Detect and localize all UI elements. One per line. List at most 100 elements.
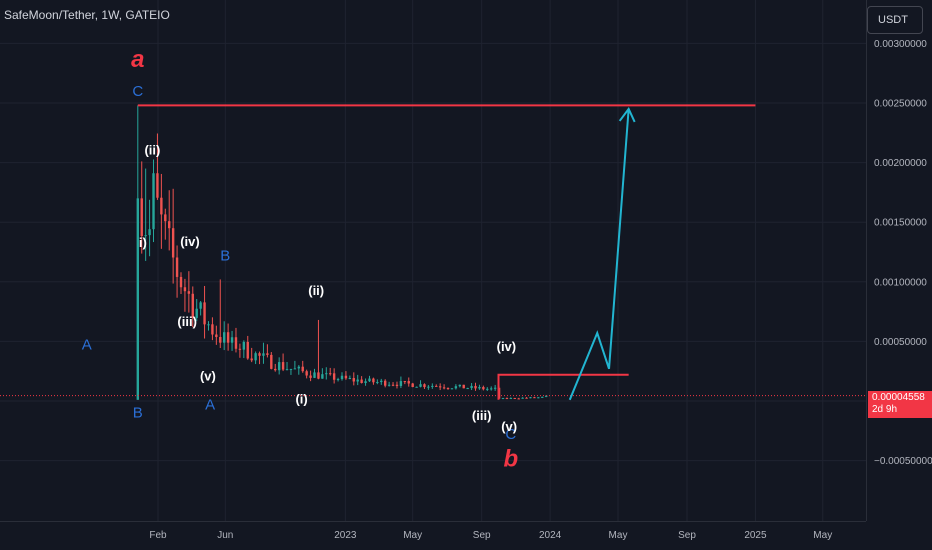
candle-body	[529, 397, 532, 399]
candle-body	[207, 324, 210, 326]
candle-body	[183, 287, 187, 292]
candle-body	[152, 173, 155, 230]
wave-label: b	[504, 446, 519, 473]
candle-body	[360, 379, 363, 384]
candle-body	[431, 385, 434, 387]
candle-body	[458, 384, 462, 387]
candle-body	[301, 366, 304, 372]
candle-body	[423, 384, 426, 388]
candle-body	[376, 382, 379, 384]
wave-label: (ii)	[308, 283, 324, 298]
candle-body	[160, 197, 163, 215]
candle-body	[274, 368, 277, 371]
candle-body	[156, 173, 159, 198]
candle-body	[387, 384, 391, 386]
candle-body	[399, 381, 403, 386]
candle-body	[486, 388, 489, 390]
candle-body	[407, 381, 410, 384]
candle-body	[258, 353, 261, 356]
candles	[136, 105, 548, 400]
candle-body	[442, 387, 446, 389]
candle-body	[513, 398, 516, 400]
candle-body	[313, 372, 316, 378]
candle-body	[317, 372, 320, 379]
wave-label: (iv)	[497, 339, 517, 354]
candle-body	[164, 214, 167, 222]
y-tick-label: 0.00150000	[874, 218, 927, 229]
candle-body	[372, 378, 375, 383]
y-tick-label: 0.00100000	[874, 277, 927, 288]
candle-body	[262, 353, 265, 356]
wave-label: B	[133, 405, 143, 422]
candle-body	[171, 228, 175, 258]
wave-label: C	[505, 426, 516, 443]
candle-body	[517, 398, 520, 400]
candle-body	[446, 388, 450, 390]
candle-body	[466, 388, 469, 390]
candle-body	[168, 221, 171, 229]
candle-body	[482, 387, 485, 390]
candle-body	[395, 384, 399, 386]
candle-body	[293, 368, 297, 370]
candle-body	[329, 373, 332, 375]
candle-body	[148, 229, 151, 236]
candle-body	[352, 378, 355, 382]
x-tick-label: May	[403, 530, 422, 541]
candle-body	[411, 383, 414, 388]
candle-body	[144, 235, 147, 237]
candle-body	[537, 397, 540, 399]
candle-body	[380, 380, 383, 383]
symbol-title[interactable]: SafeMoon/Tether, 1W, GATEIO	[4, 8, 170, 22]
candle-body	[521, 397, 524, 399]
candle-body	[348, 378, 352, 380]
candle-body	[435, 385, 438, 387]
wave-label: (iv)	[180, 234, 200, 249]
x-tick-label: Jun	[217, 530, 233, 541]
candle-body	[305, 371, 308, 376]
wave-label: a	[131, 46, 144, 73]
wave-label: B	[220, 247, 230, 264]
last-price-tag: 0.00004558 2d 9h	[868, 391, 932, 418]
candle-body	[195, 308, 198, 318]
candle-body	[509, 398, 513, 400]
candle-body	[250, 358, 253, 361]
candle-body	[470, 385, 473, 389]
candle-body	[211, 324, 214, 335]
candle-body	[419, 384, 422, 387]
candle-body	[415, 386, 418, 388]
candle-body	[493, 387, 497, 389]
candle-body	[203, 302, 206, 325]
candle-body	[179, 276, 183, 288]
x-tick-label: Sep	[473, 530, 491, 541]
projection-arrowhead	[618, 107, 636, 123]
candle-body	[191, 293, 194, 318]
y-tick-label: 0.00200000	[874, 158, 927, 169]
candle-body	[270, 354, 273, 369]
candle-body	[187, 291, 191, 294]
wave-label: (v)	[501, 419, 517, 434]
candle-body	[403, 381, 407, 383]
drawings	[0, 104, 866, 401]
candle-body	[234, 337, 238, 349]
candle-body	[222, 332, 226, 343]
candle-body	[450, 388, 454, 390]
candle-body	[242, 341, 246, 350]
candle-body	[175, 257, 179, 277]
x-tick-label: Sep	[678, 530, 696, 541]
candle-body	[505, 398, 509, 400]
candle-body	[266, 353, 269, 355]
wave-label: A	[205, 396, 215, 413]
candle-body	[368, 378, 371, 382]
x-tick-label: 2023	[334, 530, 357, 541]
y-tick-label: −0.00050000	[874, 456, 932, 467]
currency-button[interactable]: USDT	[867, 6, 923, 34]
candle-body	[490, 388, 493, 390]
candle-body	[254, 353, 257, 361]
candle-body	[325, 373, 328, 375]
candle-body	[285, 369, 289, 371]
candle-body	[215, 334, 218, 338]
candle-body	[364, 381, 367, 384]
candle-body	[136, 198, 140, 400]
